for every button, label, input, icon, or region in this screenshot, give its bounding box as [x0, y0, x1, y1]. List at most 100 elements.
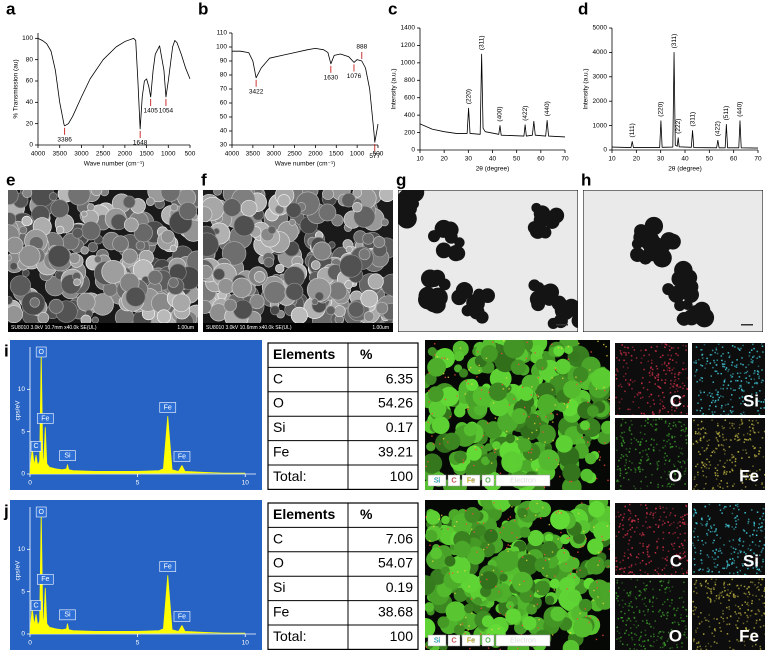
map-grain — [459, 369, 468, 378]
map-dot — [551, 377, 552, 378]
element-dot — [648, 361, 650, 363]
element-dot — [724, 379, 726, 381]
peak-label: Fe — [178, 453, 186, 460]
particle — [289, 219, 295, 225]
map-grain — [441, 516, 450, 525]
map-dot — [467, 406, 468, 407]
table-header: % — [360, 346, 373, 362]
map-dot — [450, 416, 451, 417]
element-dot — [731, 469, 733, 471]
element-dot — [670, 383, 672, 385]
element-dot — [728, 606, 730, 608]
map-dot — [563, 547, 564, 548]
map-dot — [471, 529, 472, 530]
element-dot — [712, 414, 714, 416]
particle — [633, 228, 652, 247]
element-dot — [652, 372, 654, 374]
element-dot — [729, 540, 731, 542]
element-dot — [620, 611, 622, 613]
element-dot — [685, 523, 687, 525]
legend-label: O — [485, 477, 491, 484]
element-dot — [644, 597, 646, 599]
element-dot — [726, 617, 728, 619]
element-dot — [665, 558, 667, 560]
element-dot — [684, 424, 686, 426]
element-dot — [620, 637, 622, 639]
particle — [113, 236, 129, 252]
element-dot — [718, 650, 720, 652]
element-dot — [700, 553, 702, 555]
element-dot — [696, 580, 698, 582]
y-tick-label: 70 — [220, 86, 228, 93]
element-dot — [753, 348, 755, 350]
element-dot — [757, 370, 759, 372]
x-tick-label: 3500 — [52, 151, 67, 158]
element-dot — [717, 423, 719, 425]
map-dot — [488, 544, 489, 545]
map-grain — [556, 549, 569, 562]
element-dot — [712, 367, 714, 369]
element-dot — [733, 528, 735, 530]
element-dot — [656, 541, 658, 543]
element-dot — [732, 558, 734, 560]
peak-label: Si — [64, 612, 71, 619]
element-dot — [733, 594, 735, 596]
element-dot — [634, 644, 636, 646]
x-tick-label: 5 — [136, 480, 140, 487]
map-dot — [536, 503, 537, 504]
element-dot — [616, 598, 618, 600]
map-grain — [519, 527, 530, 538]
element-dot — [625, 354, 627, 356]
element-dot — [752, 541, 754, 543]
element-dot — [701, 540, 703, 542]
element-dot — [624, 633, 626, 635]
map-grain — [464, 604, 474, 614]
element-dot — [622, 607, 624, 609]
element-dot — [715, 389, 717, 391]
element-dot — [645, 521, 647, 523]
clip-group — [583, 190, 763, 332]
element-dot — [711, 593, 713, 595]
element-dot — [671, 599, 673, 601]
particle — [545, 214, 560, 229]
map-dot — [426, 646, 427, 647]
element-dot — [673, 425, 675, 427]
element-dot — [663, 405, 665, 407]
map-dot — [561, 512, 562, 513]
element-dot — [657, 484, 659, 486]
element-dot — [650, 512, 652, 513]
element-dot — [725, 404, 727, 406]
element-dot — [661, 379, 663, 381]
element-dot — [760, 584, 762, 586]
table-cell: 38.68 — [378, 604, 413, 620]
map-dot — [601, 536, 602, 537]
element-dot — [650, 424, 652, 426]
table-cell: 54.07 — [378, 555, 413, 571]
element-dot — [664, 457, 666, 459]
map-dot — [593, 600, 594, 601]
element-dot — [660, 399, 662, 401]
x-tick-label: 1500 — [139, 151, 154, 158]
element-dot — [629, 461, 631, 463]
map-grain — [570, 351, 580, 361]
element-dot — [737, 572, 739, 574]
element-dot — [719, 627, 721, 629]
element-dot — [723, 596, 725, 598]
element-dot — [738, 617, 740, 619]
map-dot — [609, 548, 610, 549]
map-dot — [454, 593, 455, 594]
element-dot — [651, 363, 653, 365]
element-dot — [752, 427, 754, 429]
element-dot — [656, 375, 658, 377]
element-dot — [657, 486, 659, 488]
element-dot — [640, 574, 642, 576]
element-dot — [680, 617, 682, 619]
map-dot — [523, 581, 524, 582]
element-dot — [736, 523, 738, 525]
element-dot — [749, 535, 751, 537]
element-dot — [619, 526, 621, 528]
element-dot — [623, 571, 625, 573]
element-dot — [710, 525, 712, 527]
element-dot — [621, 424, 623, 426]
element-dot — [715, 371, 717, 373]
